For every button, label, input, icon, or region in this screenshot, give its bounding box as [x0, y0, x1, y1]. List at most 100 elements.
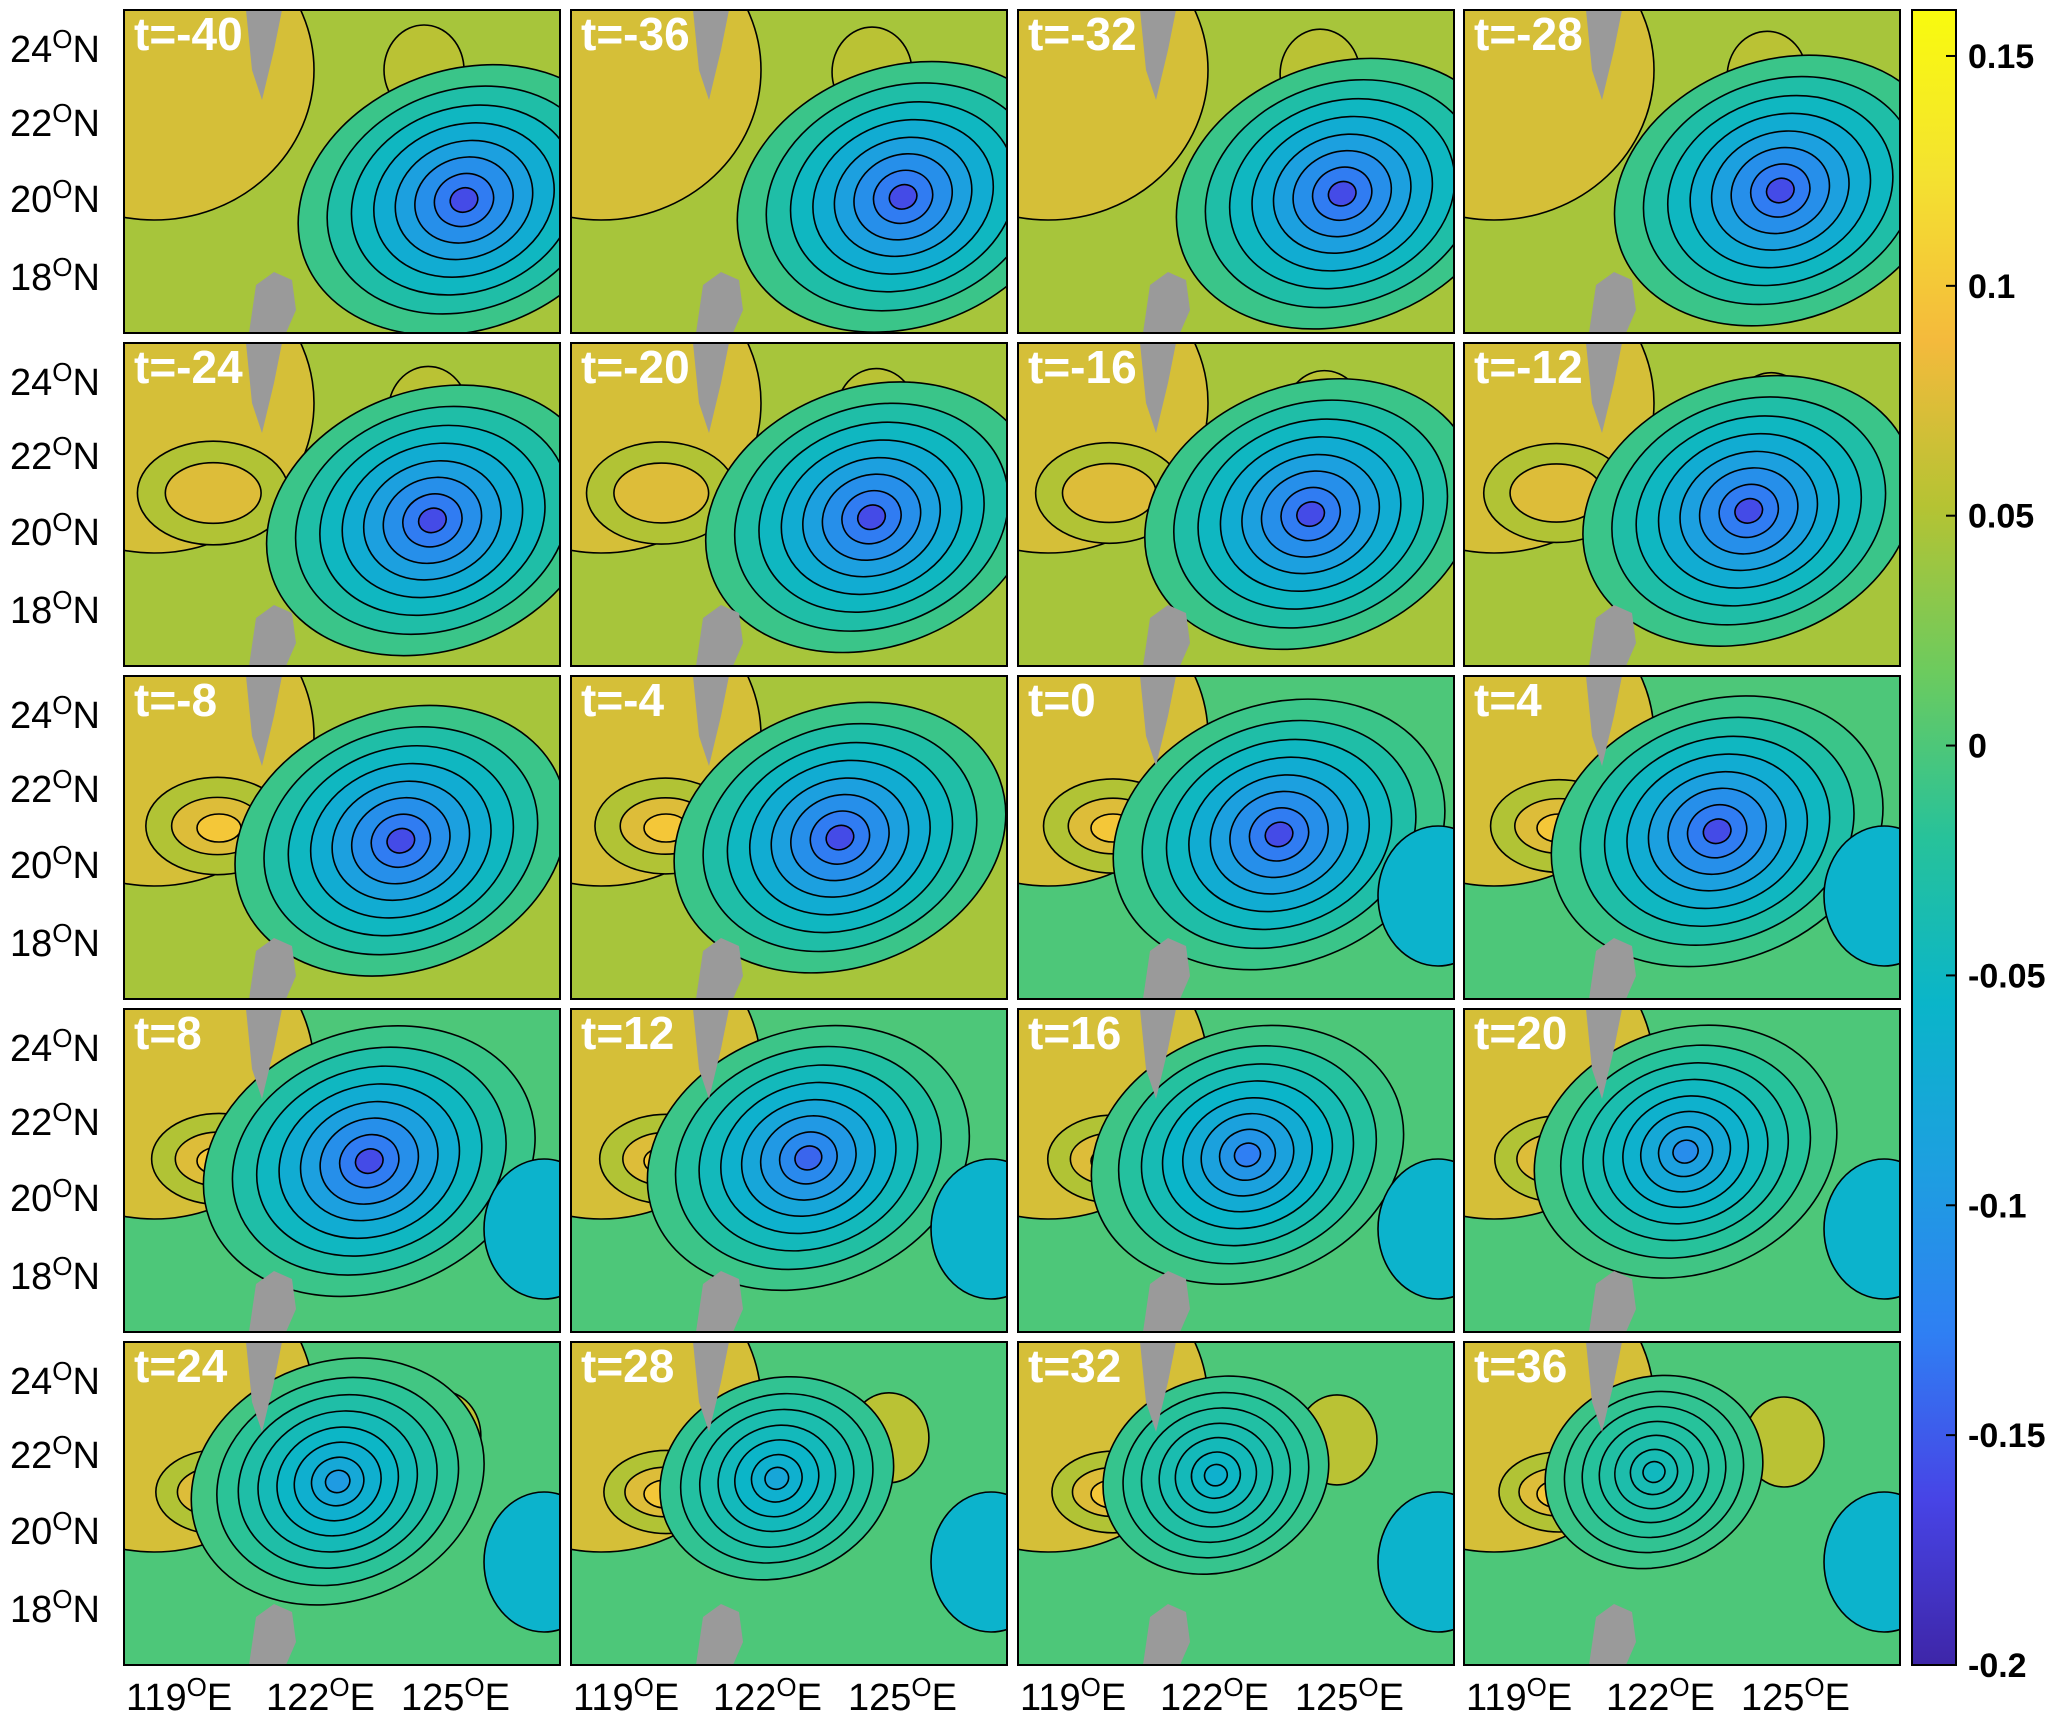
panel-frame — [1463, 1341, 1901, 1666]
panel-frame — [570, 1341, 1008, 1666]
cold-eddy-contour — [1264, 821, 1294, 848]
taiwan-land — [246, 1009, 282, 1099]
luzon-land — [1589, 938, 1636, 999]
colorbar-tick-label: 0.1 — [1968, 268, 2015, 306]
cold-eddy-contour — [417, 507, 448, 534]
panel-frame — [570, 342, 1008, 667]
luzon-land — [249, 938, 296, 999]
cold-eddy-contour — [825, 824, 855, 851]
taiwan-land — [246, 676, 282, 766]
map-panel: t=-4 — [570, 674, 1008, 1000]
taiwan-land — [693, 1009, 729, 1099]
panel-frame — [1463, 1008, 1901, 1333]
panel-time-label: t=-16 — [1028, 341, 1137, 393]
lat-tick-label: 20ON — [10, 174, 100, 221]
taiwan-land — [1140, 1009, 1176, 1099]
lon-tick-label: 119OE — [1020, 1672, 1126, 1719]
lon-tick-label: 125OE — [1295, 1672, 1404, 1719]
lon-tick-label: 122OE — [1606, 1672, 1715, 1719]
lon-tick-label: 125OE — [848, 1672, 957, 1719]
taiwan-land — [693, 1342, 729, 1432]
luzon-land — [1589, 1271, 1636, 1332]
panel-time-label: t=28 — [581, 1340, 674, 1392]
lon-tick-label: 119OE — [573, 1672, 679, 1719]
axis-labels: 24ON 22ON 20ON 18ON 24ON 22ON 20ON 18ON 24ON 22ON… — [10, 24, 1850, 1719]
lat-tick-label: 22ON — [10, 431, 100, 478]
map-panel: t=-12 — [1463, 341, 1901, 667]
panel-frame — [1017, 1008, 1455, 1333]
lat-tick-label: 20ON — [10, 507, 100, 554]
lon-tick-label: 122OE — [1160, 1672, 1269, 1719]
luzon-land — [1143, 605, 1190, 666]
panel-frame — [1463, 342, 1901, 667]
panel-time-label: t=-40 — [134, 8, 243, 60]
panel-frame — [1463, 675, 1901, 1000]
luzon-land — [1589, 605, 1636, 666]
cold-lobe — [930, 1158, 1007, 1300]
warm-eddy-contour — [1061, 462, 1157, 524]
map-panel: t=36 — [1463, 1340, 1901, 1666]
cold-eddy-contour — [1702, 818, 1732, 845]
panel-time-label: t=-28 — [1474, 8, 1583, 60]
luzon-land — [696, 272, 743, 333]
map-panel: t=24 — [123, 1340, 561, 1666]
taiwan-land — [1140, 1342, 1176, 1432]
map-panel: t=-32 — [1017, 8, 1455, 334]
panel-time-label: t=20 — [1474, 1007, 1567, 1059]
cold-eddy-contour — [856, 504, 887, 531]
cold-eddy-contour — [386, 827, 416, 854]
map-panel: t=4 — [1463, 674, 1901, 1000]
lat-tick-label: 24ON — [10, 357, 100, 404]
lon-tick-label: 122OE — [713, 1672, 822, 1719]
panel-frame — [1017, 342, 1455, 667]
taiwan-land — [693, 10, 729, 100]
panel-frame — [1017, 675, 1455, 1000]
map-panel: t=-20 — [570, 341, 1008, 667]
panel-frame — [1017, 9, 1455, 334]
lat-tick-label: 22ON — [10, 1097, 100, 1144]
cold-lobe — [483, 1491, 560, 1633]
warm-eddy-contour — [164, 461, 262, 525]
lat-tick-label: 24ON — [10, 1356, 100, 1403]
luzon-land — [1589, 272, 1636, 333]
lat-tick-label: 18ON — [10, 252, 100, 299]
warm-eddy-core — [196, 813, 242, 843]
panel-time-label: t=16 — [1028, 1007, 1121, 1059]
colorbar-tick-label: 0.05 — [1968, 498, 2034, 536]
panel-frame — [123, 342, 561, 667]
lat-tick-label: 22ON — [10, 98, 100, 145]
panel-time-label: t=12 — [581, 1007, 674, 1059]
colorbar-tick-label: -0.1 — [1968, 1187, 2027, 1225]
lat-tick-label: 24ON — [10, 24, 100, 71]
map-panel: t=0 — [1017, 674, 1455, 1000]
cold-eddy-contour — [1642, 1460, 1666, 1484]
panel-time-label: t=-32 — [1028, 8, 1137, 60]
map-panel: t=-40 — [123, 8, 561, 334]
cold-eddy-contour — [449, 186, 479, 214]
luzon-land — [1143, 272, 1190, 333]
colorbar-tick-label: 0 — [1968, 728, 1987, 766]
panel-frame — [570, 1008, 1008, 1333]
panel-frame — [123, 675, 561, 1000]
lat-tick-label: 22ON — [10, 764, 100, 811]
cold-eddy-contour — [1734, 497, 1764, 524]
luzon-land — [696, 605, 743, 666]
cold-eddy-contour — [1765, 177, 1795, 204]
taiwan-land — [1586, 10, 1622, 100]
taiwan-land — [1140, 10, 1176, 100]
map-panel: t=32 — [1017, 1340, 1455, 1666]
lat-tick-label: 18ON — [10, 1584, 100, 1631]
lat-tick-label: 20ON — [10, 1506, 100, 1553]
colorbar: 0.15 0.1 0.05 0 -0.05 -0.1 -0.15 -0.2 — [1911, 9, 2046, 1685]
map-panel: t=8 — [123, 1007, 561, 1333]
luzon-land — [249, 1604, 296, 1665]
luzon-land — [1143, 1271, 1190, 1332]
cold-lobe — [1823, 825, 1900, 967]
taiwan-land — [1586, 676, 1622, 766]
cold-eddy-contour — [324, 1469, 351, 1494]
map-panel: t=20 — [1463, 1007, 1901, 1333]
panel-frame — [123, 1341, 561, 1666]
colorbar-tick-label: -0.05 — [1968, 957, 2046, 995]
panel-frame — [1463, 9, 1901, 334]
panel-time-label: t=-12 — [1474, 341, 1583, 393]
